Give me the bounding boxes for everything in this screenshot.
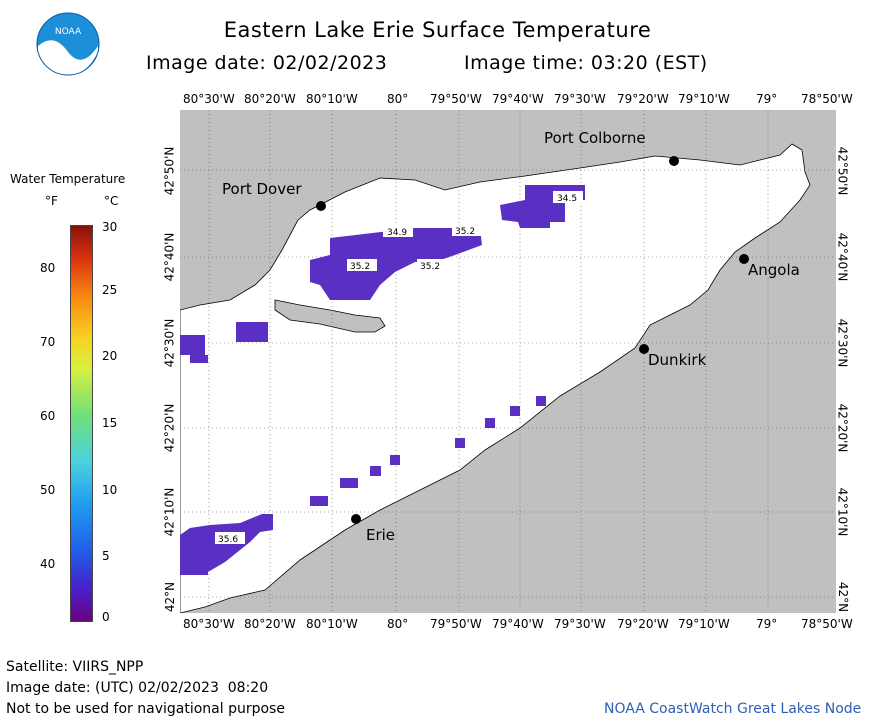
noaa-logo: NOAA (36, 12, 100, 76)
c-tick-label: 0 (102, 610, 110, 624)
c-tick-label: 5 (102, 549, 110, 563)
place-angola: Angola (748, 261, 800, 279)
long-point (274, 299, 386, 333)
legend-unit-f: °F (45, 194, 58, 208)
port-dover-marker (316, 201, 326, 211)
temp-label: 35.2 (350, 262, 370, 272)
lat-label: 42°40'N (835, 232, 850, 282)
c-tick-label: 30 (102, 220, 118, 234)
city-markers (316, 156, 749, 524)
lat-label: 42°N (836, 581, 851, 613)
lon-label: 80° (387, 617, 409, 631)
temp-label: 35.2 (420, 262, 440, 272)
c-tick-label: 20 (102, 349, 118, 363)
graticule (180, 110, 836, 613)
erie-marker (351, 514, 361, 524)
angola-marker (739, 254, 749, 264)
f-tick-label: 60 (40, 409, 56, 423)
temperature-labels: 34.5 34.9 35.2 35.2 35.2 35.6 (215, 191, 583, 545)
lon-label: 79°40'W (492, 92, 544, 106)
place-port-dover: Port Dover (222, 180, 302, 198)
lon-label: 79°20'W (617, 617, 669, 631)
lon-label: 78°50'W (801, 92, 853, 106)
lon-label: 79°40'W (492, 617, 544, 631)
lon-label: 79°50'W (430, 617, 482, 631)
disclaimer: Not to be used for navigational purpose (6, 701, 285, 717)
lon-label: 79° (756, 92, 778, 106)
color-scale-bar (70, 225, 93, 622)
lat-label: 42°20'N (835, 403, 850, 453)
lat-label: 42°30'N (835, 318, 850, 368)
port-colborne-marker (669, 156, 679, 166)
place-erie: Erie (366, 526, 396, 544)
lon-label: 79°30'W (554, 92, 606, 106)
lon-label: 79°10'W (678, 617, 730, 631)
image-date: Image date: 02/02/2023 (146, 52, 388, 74)
lat-label: 42°50'N (162, 146, 177, 196)
lon-label: 80°20'W (244, 617, 296, 631)
lat-label: 42°40'N (162, 232, 177, 282)
place-dunkirk: Dunkirk (648, 351, 707, 369)
lon-label: 80° (387, 92, 409, 106)
c-tick-label: 10 (102, 483, 118, 497)
map-title: Eastern Lake Erie Surface Temperature (223, 18, 652, 42)
image-time: Image time: 03:20 (EST) (464, 52, 708, 74)
lon-label: 80°30'W (183, 617, 235, 631)
f-tick-label: 80 (40, 261, 56, 275)
lat-label: 42°50'N (835, 146, 850, 196)
lat-label: 42°N (163, 581, 178, 613)
place-port-colborne: Port Colborne (544, 129, 646, 147)
temp-label: 34.5 (557, 194, 577, 204)
legend-unit-c: °C (104, 194, 119, 208)
lon-label: 79°20'W (617, 92, 669, 106)
lon-label: 79° (756, 617, 778, 631)
logo-text: NOAA (55, 27, 82, 37)
lon-label: 80°30'W (183, 92, 235, 106)
lon-label: 78°50'W (801, 617, 853, 631)
lake-map: 34.5 34.9 35.2 35.2 35.2 35.6 (180, 110, 836, 613)
lat-label: 42°20'N (162, 403, 177, 453)
lon-label: 79°30'W (554, 617, 606, 631)
coastwatch-node: NOAA CoastWatch Great Lakes Node (604, 701, 862, 717)
c-tick-label: 25 (102, 283, 118, 297)
lon-label: 80°10'W (306, 617, 358, 631)
dunkirk-marker (639, 344, 649, 354)
lon-label: 79°10'W (678, 92, 730, 106)
lat-label: 42°30'N (162, 318, 177, 368)
utc-date: Image date: (UTC) 02/02/2023 08:20 (6, 680, 269, 696)
temp-label: 35.2 (455, 227, 475, 237)
f-tick-label: 40 (40, 557, 56, 571)
c-tick-label: 15 (102, 416, 118, 430)
f-tick-label: 50 (40, 483, 56, 497)
lon-label: 80°20'W (244, 92, 296, 106)
satellite-info: Satellite: VIIRS_NPP (6, 659, 144, 675)
lon-label: 80°10'W (306, 92, 358, 106)
lake-inlet (250, 206, 330, 302)
lon-label: 79°50'W (430, 92, 482, 106)
temp-label: 35.6 (218, 535, 238, 545)
lat-label: 42°10'N (162, 487, 177, 537)
lat-label: 42°10'N (835, 487, 850, 537)
f-tick-label: 70 (40, 335, 56, 349)
legend-title: Water Temperature (10, 172, 126, 186)
temp-label: 34.9 (387, 228, 407, 238)
